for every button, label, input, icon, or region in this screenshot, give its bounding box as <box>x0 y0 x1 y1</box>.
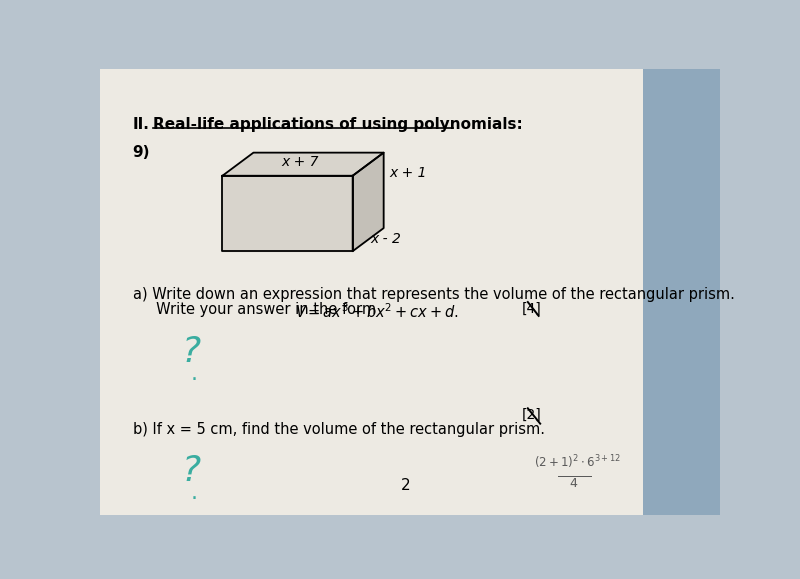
Text: [2]: [2] <box>522 408 542 422</box>
Text: .: . <box>190 483 198 503</box>
Text: Real-life applications of using polynomials:: Real-life applications of using polynomi… <box>153 117 522 132</box>
Bar <box>100 69 642 515</box>
Text: x + 1: x + 1 <box>389 166 426 181</box>
Text: II.: II. <box>133 117 150 132</box>
Text: x + 7: x + 7 <box>282 155 318 169</box>
Text: [4]: [4] <box>522 302 542 316</box>
Text: ?: ? <box>182 335 201 369</box>
Polygon shape <box>353 153 384 251</box>
Polygon shape <box>222 153 384 176</box>
Text: 9): 9) <box>133 145 150 160</box>
Text: $(2+1)^2 \cdot 6^{3+12}$: $(2+1)^2 \cdot 6^{3+12}$ <box>534 453 621 471</box>
Text: $V = ax^3 + bx^2 + cx + d.$: $V = ax^3 + bx^2 + cx + d.$ <box>295 302 459 321</box>
Text: 2: 2 <box>401 478 410 493</box>
Text: .: . <box>190 364 198 384</box>
Text: Write your answer in the form: Write your answer in the form <box>133 302 380 317</box>
Text: ?: ? <box>182 455 201 489</box>
Text: $\overline{\quad 4 \quad}$: $\overline{\quad 4 \quad}$ <box>558 476 591 492</box>
Text: b) If x = 5 cm, find the volume of the rectangular prism.: b) If x = 5 cm, find the volume of the r… <box>133 422 545 437</box>
Bar <box>642 69 720 515</box>
Polygon shape <box>222 176 353 251</box>
Text: x - 2: x - 2 <box>370 232 402 246</box>
Text: a) Write down an expression that represents the volume of the rectangular prism.: a) Write down an expression that represe… <box>133 287 734 302</box>
